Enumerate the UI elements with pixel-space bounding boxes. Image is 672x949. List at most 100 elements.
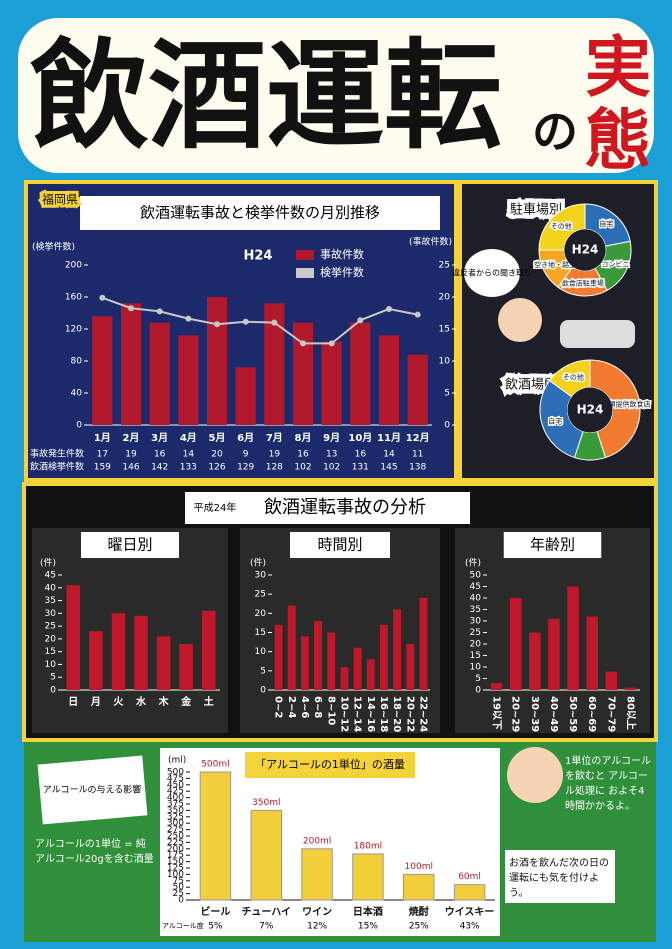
bar	[322, 342, 342, 425]
bar	[367, 659, 375, 690]
bubble-text: 違反者からの聞き取り	[452, 268, 532, 278]
bar	[314, 621, 322, 690]
x-tick-label: 0~2	[273, 696, 284, 718]
note: アルコールの与える影響	[43, 784, 141, 796]
x-tick-label: 火	[113, 696, 124, 708]
table-cell: 14	[383, 450, 395, 460]
bar	[92, 316, 112, 425]
bar	[207, 297, 227, 425]
abv: 25%	[409, 922, 429, 932]
bar	[251, 810, 282, 900]
x-tick-label: 木	[158, 695, 170, 708]
y-tick-label: 30	[470, 617, 482, 627]
y-tick-label: 30	[45, 609, 57, 619]
note-box: 1単位のアルコールを飲むと アルコール処理に およそ4時間かかるよ。	[565, 752, 653, 842]
y-tick-label: 0	[475, 686, 481, 696]
x-tick-label: 11月	[377, 432, 401, 444]
y2-axis-label: (事故件数)	[409, 236, 452, 248]
y-axis-label: (検挙件数)	[32, 241, 75, 253]
note-box: お酒を飲んだ次の日の運転にも気を付けよう。	[505, 850, 615, 930]
y-tick-label: 20	[45, 634, 57, 644]
x-tick-label: 1月	[94, 432, 111, 444]
title-accent: 実	[585, 29, 651, 106]
legend-swatch	[296, 250, 314, 260]
x-tick-label: 4~6	[299, 696, 310, 718]
x-tick-label: 50~59	[567, 696, 578, 732]
bar	[354, 648, 362, 690]
row-label: アルコール度	[162, 921, 204, 930]
table-cell: 16	[355, 450, 367, 460]
y-tick-label: 10	[470, 663, 482, 673]
x-tick-label: 日本酒	[353, 905, 383, 918]
table-cell: 102	[323, 463, 340, 473]
table-cell: 142	[151, 463, 168, 473]
x-tick-label: 30~39	[529, 696, 540, 732]
page: {"poster":{"title":"飲酒運転","title_no":"の"…	[0, 0, 672, 949]
person	[498, 298, 542, 342]
chart-title: 時間別	[317, 536, 362, 554]
y-tick-label: 15	[439, 325, 450, 335]
y-axis-label: (件)	[40, 557, 56, 569]
x-tick-label: 10月	[348, 432, 372, 444]
table-cell: 9	[243, 450, 249, 460]
y-tick-label: 25	[470, 628, 481, 638]
chart-title: 年齢別	[530, 536, 575, 554]
table-cell: 138	[409, 463, 426, 473]
bar	[302, 849, 333, 900]
table-cell: 19	[125, 450, 137, 460]
chart-title: 「アルコールの1単位」の酒量	[255, 757, 405, 771]
abv: 12%	[307, 922, 327, 932]
y-tick-label: 40	[470, 594, 482, 604]
bar	[529, 633, 540, 691]
y-tick-label: 160	[65, 293, 82, 303]
title-particle: の	[532, 105, 578, 159]
center-label: H24	[577, 403, 604, 417]
y-tick-label: 30	[255, 571, 267, 581]
table-label: 事故発生件数	[30, 448, 84, 460]
segment-label: その他	[551, 221, 572, 230]
x-tick-label: 5月	[209, 432, 226, 444]
car	[560, 320, 635, 348]
y-tick-label: 0	[76, 421, 82, 431]
y-tick-label: 15	[45, 647, 56, 657]
y-tick-label: 15	[470, 651, 481, 661]
bar	[406, 644, 414, 690]
x-tick-label: 4月	[180, 432, 197, 444]
note-box: アルコールの1単位 = 純アルコール20gを含む酒量	[35, 835, 155, 905]
table-cell: 129	[237, 463, 254, 473]
x-tick-label: 80以上	[624, 696, 637, 730]
y-tick-label: 5	[260, 666, 266, 676]
title-accent: 態	[585, 102, 651, 179]
y-tick-label: 20	[470, 640, 482, 650]
table-cell: 146	[122, 463, 139, 473]
segment-label: 自宅	[548, 416, 562, 425]
x-tick-label: 14~16	[365, 696, 376, 732]
x-tick-label: 22~24	[417, 696, 428, 732]
segment-label: 飲食店駐車場	[562, 279, 604, 288]
x-tick-label: 水	[135, 695, 147, 708]
section-title: 飲酒運転事故の分析	[264, 497, 426, 518]
x-tick-label: ワイン	[302, 906, 332, 918]
x-tick-label: 金	[180, 695, 192, 708]
note: 1単位のアルコールを飲むと アルコール処理に およそ4時間かかるよ。	[565, 752, 653, 812]
bar	[236, 367, 256, 425]
center-label: H24	[572, 243, 599, 257]
y-tick-label: 0	[444, 421, 450, 431]
bar	[567, 587, 578, 691]
y-axis-label: (ml)	[168, 756, 186, 766]
value-label: 180ml	[354, 841, 382, 851]
x-tick-label: 3月	[151, 432, 168, 444]
y-tick-label: 0	[260, 686, 266, 696]
table-cell: 159	[94, 463, 111, 473]
x-tick-label: 日	[68, 696, 78, 708]
value-label: 60ml	[458, 872, 481, 882]
segment-label: その他	[563, 372, 584, 381]
bar	[393, 610, 401, 691]
x-tick-label: 6月	[237, 432, 254, 444]
x-tick-label: 40~49	[548, 696, 559, 732]
bar	[179, 644, 193, 690]
y-tick-label: 500	[167, 768, 184, 778]
bar	[353, 854, 384, 900]
x-tick-label: 8~10	[325, 696, 336, 725]
bar	[112, 613, 126, 690]
